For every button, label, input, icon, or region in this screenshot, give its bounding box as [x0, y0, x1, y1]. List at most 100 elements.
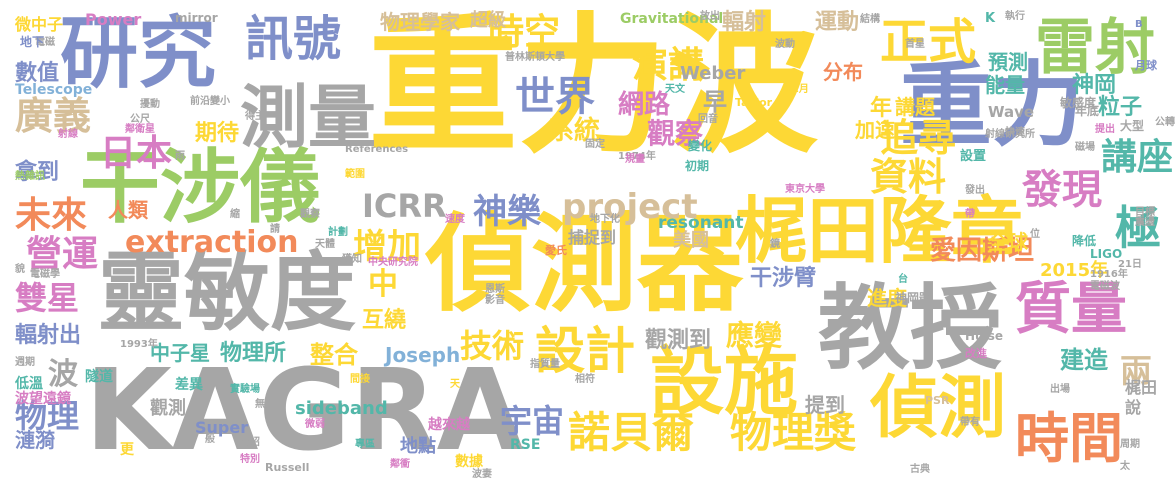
- word: 21日: [1118, 259, 1142, 270]
- word: 設施: [650, 339, 798, 425]
- word: 公尺: [130, 114, 150, 125]
- word: 提出: [1095, 124, 1115, 135]
- word: 天體: [315, 239, 335, 250]
- word: 物理: [15, 397, 80, 435]
- word: 放出: [700, 11, 720, 22]
- word: 粒子: [1098, 95, 1143, 120]
- word: 射線研究所: [985, 129, 1035, 140]
- word: 執行: [1005, 11, 1025, 22]
- word: 運動: [815, 10, 860, 35]
- word: 特別: [240, 454, 260, 465]
- word: 網路: [618, 90, 671, 120]
- word: project: [562, 187, 698, 227]
- word: 捕捉到: [568, 228, 617, 247]
- word: Wave: [988, 103, 1035, 121]
- word: 年底: [1075, 104, 1100, 118]
- word: 愛氏: [545, 244, 567, 257]
- word: 鄰衛星: [125, 124, 155, 135]
- word: 期待: [195, 121, 240, 146]
- word: 專區: [355, 439, 375, 450]
- word: 影音: [485, 295, 505, 306]
- word: 觀察: [300, 209, 320, 220]
- word: 物理所: [220, 341, 287, 366]
- word: 輻射: [722, 10, 767, 35]
- word: 介紹: [240, 437, 260, 448]
- word: 地下: [20, 35, 45, 49]
- word: 數值: [15, 61, 60, 86]
- word: Hulse: [965, 329, 1003, 343]
- word: 指質量: [530, 359, 560, 370]
- word: 中央研究院: [368, 257, 418, 268]
- word: 電磁學: [30, 269, 60, 280]
- word: 波: [48, 357, 78, 392]
- word: mirror: [175, 11, 218, 25]
- word: 進度: [867, 286, 907, 310]
- word: Gravitational: [620, 11, 724, 27]
- word: LIGO: [1090, 247, 1123, 261]
- word: 變化: [688, 139, 713, 153]
- word: 獲知: [342, 254, 362, 265]
- word: 時間: [1015, 407, 1123, 470]
- word: 相符: [575, 374, 595, 385]
- word: 射線: [58, 129, 78, 140]
- word: 熱雜訊: [15, 171, 45, 182]
- word: 干涉儀: [80, 141, 320, 234]
- word: 互繞: [362, 308, 407, 333]
- word: 輻射出: [15, 323, 82, 348]
- word: KAGRA: [85, 346, 524, 476]
- word: 早: [703, 88, 727, 116]
- word: Joseph: [385, 343, 461, 367]
- word: 前沿: [190, 96, 210, 107]
- word: 測量: [240, 79, 377, 158]
- word: 正式: [880, 14, 977, 70]
- word: 時空: [488, 12, 561, 53]
- word: 雙星: [15, 279, 80, 317]
- word: 設計: [535, 322, 635, 380]
- word: 梶田隆章: [735, 189, 1024, 273]
- word: 間接: [350, 374, 370, 385]
- word: 觀測: [150, 398, 186, 419]
- word: 日本: [100, 133, 173, 174]
- word: 追尋: [880, 116, 957, 160]
- word: 快速: [1005, 127, 1025, 138]
- word: 中子星: [150, 341, 210, 365]
- word: 初期: [685, 159, 710, 173]
- word: 無疑: [255, 399, 275, 410]
- word: 兩: [1120, 352, 1153, 390]
- word: 觀察: [647, 117, 704, 150]
- word: 偵測器: [425, 203, 743, 326]
- word: 速度: [445, 214, 465, 225]
- word: 愛因斯坦: [930, 236, 1035, 266]
- word: sideband: [295, 398, 388, 419]
- word: 週期: [15, 357, 35, 368]
- word: 結構: [860, 14, 880, 25]
- word: 地點: [400, 436, 436, 457]
- word: 般: [205, 434, 215, 445]
- word: 重力: [900, 52, 1085, 159]
- word: 規畫: [625, 154, 645, 165]
- word: 資料: [870, 155, 947, 199]
- word: 震盪: [1135, 217, 1155, 228]
- word: 天: [450, 379, 460, 390]
- word: 教授: [818, 275, 1003, 382]
- word: 數據: [455, 454, 483, 470]
- word: 月球: [1135, 59, 1157, 72]
- word: 帶: [965, 209, 975, 220]
- word: 技術: [460, 327, 525, 365]
- word: 鏡: [770, 239, 780, 250]
- word: 更: [120, 442, 134, 458]
- word: 低溫: [15, 376, 43, 392]
- word: 神岡: [1072, 73, 1117, 98]
- word: 變小: [210, 96, 230, 107]
- word: 貌: [15, 264, 25, 275]
- word: 系統: [548, 116, 601, 146]
- word: 加速: [855, 118, 895, 142]
- word: Super: [195, 418, 249, 437]
- word: 超級: [470, 10, 506, 31]
- word: resonant: [658, 213, 744, 233]
- word: 雷射: [1035, 13, 1155, 83]
- word: 1974年: [618, 151, 656, 162]
- word: K: [985, 11, 996, 26]
- word: 12月: [785, 84, 809, 95]
- word: 極: [1115, 201, 1161, 255]
